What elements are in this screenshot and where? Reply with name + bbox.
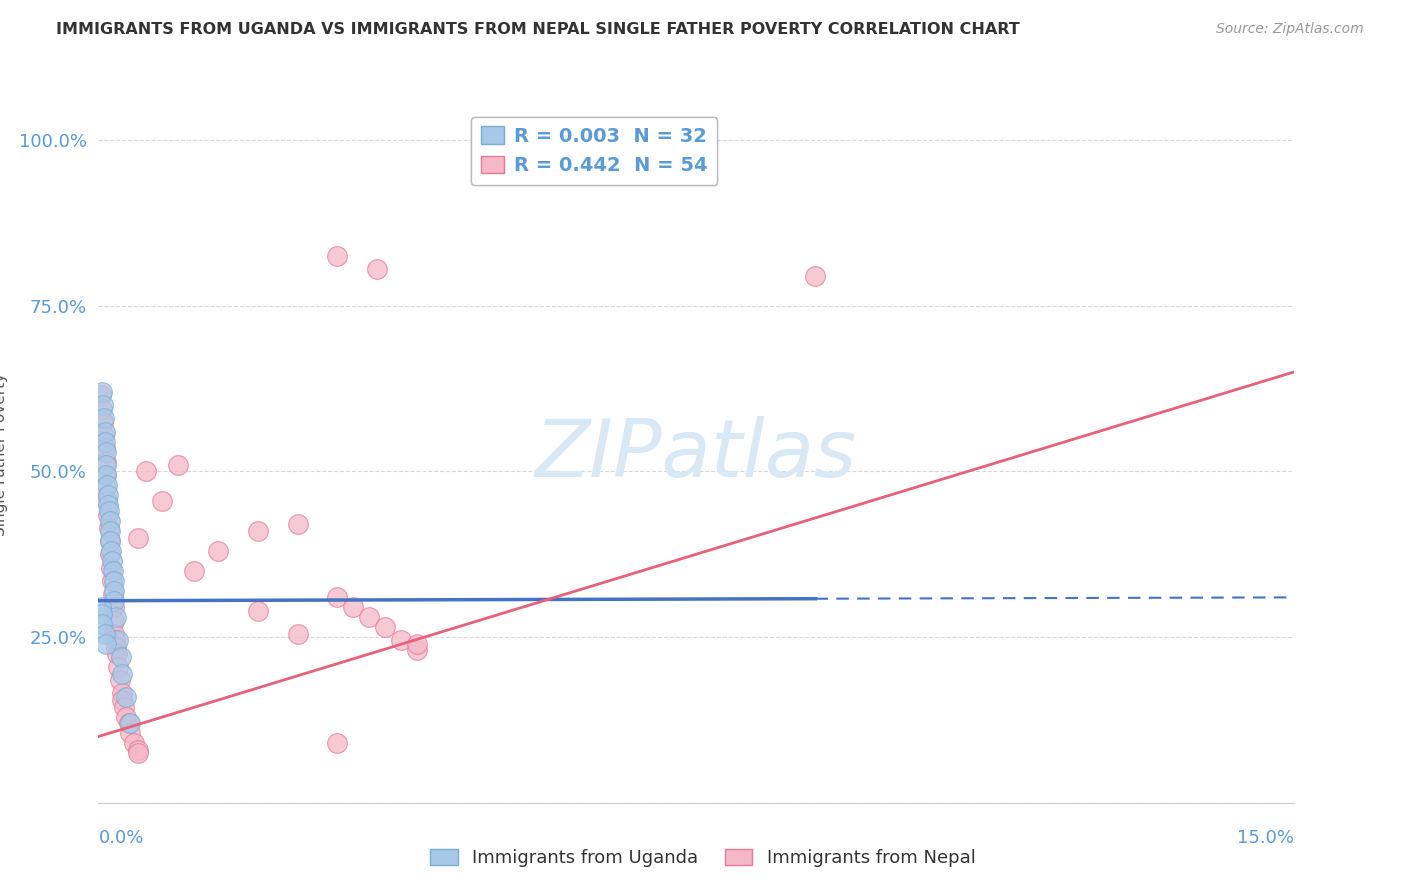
Point bbox=[115, 709, 138, 723]
Point bbox=[96, 637, 118, 651]
Point bbox=[91, 401, 114, 416]
Point bbox=[342, 600, 364, 615]
Point bbox=[104, 610, 127, 624]
Point bbox=[103, 614, 125, 628]
Point bbox=[97, 504, 120, 518]
Point bbox=[100, 544, 122, 558]
Point bbox=[104, 640, 127, 654]
Point bbox=[107, 660, 129, 674]
Point bbox=[90, 607, 112, 621]
Point bbox=[110, 650, 132, 665]
Point bbox=[96, 458, 118, 472]
Point bbox=[101, 564, 124, 578]
Point bbox=[150, 494, 173, 508]
Legend: R = 0.003  N = 32, R = 0.442  N = 54: R = 0.003 N = 32, R = 0.442 N = 54 bbox=[471, 117, 717, 185]
Text: 15.0%: 15.0% bbox=[1236, 829, 1294, 847]
Point bbox=[96, 467, 118, 482]
Point bbox=[120, 716, 142, 731]
Point bbox=[94, 442, 117, 456]
Point bbox=[406, 643, 429, 657]
Point bbox=[90, 600, 112, 615]
Point bbox=[167, 458, 190, 472]
Point bbox=[94, 444, 117, 458]
Point bbox=[326, 591, 349, 605]
Legend: Immigrants from Uganda, Immigrants from Nepal: Immigrants from Uganda, Immigrants from … bbox=[423, 841, 983, 874]
Point bbox=[96, 477, 118, 491]
Point bbox=[124, 736, 146, 750]
Point bbox=[98, 534, 121, 549]
Point bbox=[98, 534, 122, 549]
Point bbox=[96, 467, 118, 482]
Point bbox=[127, 743, 149, 757]
Point bbox=[118, 716, 141, 731]
Point bbox=[287, 517, 309, 532]
Point bbox=[105, 647, 128, 661]
Point bbox=[101, 587, 124, 601]
Point bbox=[91, 415, 114, 429]
Point bbox=[246, 524, 269, 538]
Point bbox=[115, 690, 138, 704]
Point bbox=[804, 268, 827, 283]
Point bbox=[103, 627, 125, 641]
Point bbox=[366, 262, 388, 277]
Point bbox=[97, 521, 120, 535]
Point bbox=[207, 544, 229, 558]
Point bbox=[91, 616, 114, 631]
Point bbox=[96, 494, 118, 508]
Point bbox=[246, 604, 269, 618]
Point bbox=[107, 633, 129, 648]
Point bbox=[389, 633, 412, 648]
Point bbox=[326, 249, 349, 263]
Point bbox=[91, 398, 114, 412]
Point bbox=[103, 574, 125, 588]
Point bbox=[96, 481, 118, 495]
Point bbox=[111, 686, 134, 700]
Point bbox=[104, 633, 127, 648]
Point bbox=[103, 600, 125, 615]
Text: IMMIGRANTS FROM UGANDA VS IMMIGRANTS FROM NEPAL SINGLE FATHER POVERTY CORRELATIO: IMMIGRANTS FROM UGANDA VS IMMIGRANTS FRO… bbox=[56, 22, 1019, 37]
Point bbox=[287, 627, 309, 641]
Point bbox=[406, 637, 429, 651]
Point bbox=[94, 434, 117, 449]
Point bbox=[103, 583, 125, 598]
Text: 0.0%: 0.0% bbox=[98, 829, 143, 847]
Point bbox=[93, 411, 115, 425]
Point bbox=[98, 547, 122, 561]
Point bbox=[98, 514, 121, 528]
Point bbox=[326, 736, 349, 750]
Point bbox=[112, 699, 135, 714]
Point bbox=[94, 627, 117, 641]
Point bbox=[103, 593, 125, 607]
Point bbox=[127, 746, 149, 760]
Point bbox=[111, 666, 134, 681]
Point bbox=[91, 384, 114, 399]
Point bbox=[359, 610, 381, 624]
Point bbox=[101, 554, 124, 568]
Point bbox=[111, 693, 134, 707]
Point bbox=[94, 425, 117, 439]
Point bbox=[127, 531, 149, 545]
Point bbox=[94, 454, 117, 468]
Text: ZIPatlas: ZIPatlas bbox=[534, 416, 858, 494]
Point bbox=[108, 673, 131, 688]
Text: Source: ZipAtlas.com: Source: ZipAtlas.com bbox=[1216, 22, 1364, 37]
Point bbox=[90, 388, 112, 402]
Point bbox=[183, 564, 205, 578]
Point bbox=[97, 508, 120, 522]
Point bbox=[135, 465, 157, 479]
Point bbox=[97, 498, 120, 512]
Point bbox=[98, 524, 122, 538]
Point bbox=[93, 428, 115, 442]
Point bbox=[101, 574, 124, 588]
Point bbox=[374, 620, 396, 634]
Point bbox=[100, 560, 122, 574]
Point bbox=[97, 488, 120, 502]
Point bbox=[120, 726, 142, 740]
Y-axis label: Single Father Poverty: Single Father Poverty bbox=[0, 374, 7, 536]
